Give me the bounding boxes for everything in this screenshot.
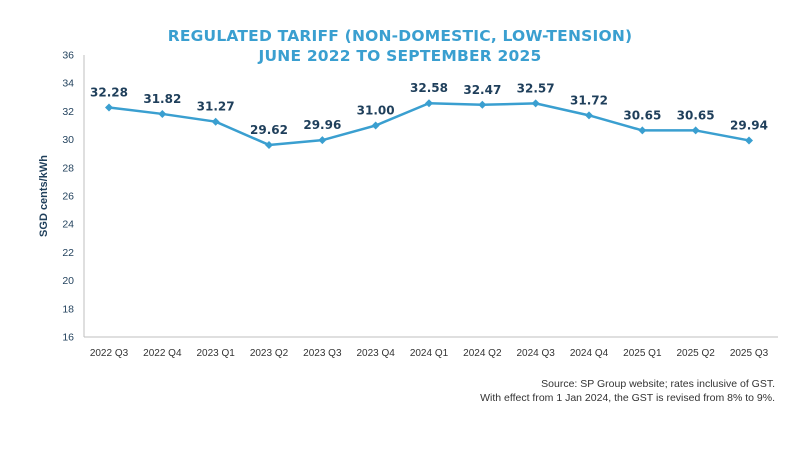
chart-title-line-2: JUNE 2022 TO SEPTEMBER 2025 [258, 47, 542, 65]
x-tick-label: 2024 Q3 [516, 348, 555, 359]
data-label: 32.47 [463, 83, 501, 97]
data-label: 29.62 [250, 123, 288, 137]
x-tick-labels: 2022 Q3 2022 Q4 2023 Q1 2023 Q2 2023 Q3 2023 … [90, 348, 769, 359]
x-tick-label: 2022 Q4 [143, 348, 182, 359]
axes [83, 55, 778, 338]
x-tick-label: 2025 Q2 [676, 348, 715, 359]
data-label: 32.57 [517, 81, 555, 95]
y-tick-label: 34 [62, 78, 74, 90]
data-point-marker [691, 126, 700, 135]
y-tick-label: 36 [62, 50, 74, 62]
x-tick-label: 2023 Q1 [196, 348, 235, 359]
data-point-marker [745, 136, 753, 145]
y-tick-label: 16 [62, 332, 74, 344]
y-tick-label: 26 [62, 191, 74, 203]
data-point-marker [585, 111, 593, 120]
y-tick-label: 24 [62, 219, 74, 231]
x-tick-label: 2024 Q2 [463, 348, 502, 359]
data-label: 30.65 [677, 108, 715, 122]
data-point-marker [531, 99, 540, 108]
source-note: Source: SP Group website; rates inclusiv… [541, 378, 775, 390]
x-tick-label: 2022 Q3 [90, 348, 129, 359]
x-tick-label: 2024 Q4 [570, 348, 609, 359]
data-point-marker [105, 103, 113, 112]
x-tick-label: 2024 Q1 [410, 348, 449, 359]
gst-note: With effect from 1 Jan 2024, the GST is … [480, 392, 775, 404]
data-point-marker [158, 109, 167, 118]
data-label: 31.72 [570, 93, 608, 107]
data-label: 31.27 [197, 100, 235, 114]
data-label: 29.94 [730, 118, 768, 132]
data-markers [105, 99, 753, 149]
data-point-marker [425, 99, 433, 108]
data-label: 32.58 [410, 81, 448, 95]
data-label: 30.65 [623, 108, 661, 122]
data-point-marker [265, 140, 273, 149]
data-point-marker [371, 121, 380, 130]
data-labels: 32.28 31.82 31.27 29.62 29.96 31.00 32.58 32.47… [90, 81, 768, 137]
data-label: 32.28 [90, 85, 128, 99]
chart-title-line-1: REGULATED TARIFF (NON-DOMESTIC, LOW-TENS… [167, 27, 633, 45]
x-tick-label: 2023 Q3 [303, 348, 342, 359]
y-tick-label: 30 [62, 134, 74, 146]
y-tick-label: 28 [62, 162, 74, 174]
y-tick-label: 32 [62, 106, 74, 118]
data-point-marker [638, 126, 647, 135]
data-label: 29.96 [303, 118, 341, 132]
x-tick-label: 2025 Q1 [623, 348, 662, 359]
y-tick-label: 22 [62, 247, 74, 259]
x-tick-label: 2023 Q4 [356, 348, 395, 359]
y-tick-label: 18 [62, 303, 74, 315]
x-tick-label: 2025 Q3 [730, 348, 769, 359]
x-tick-label: 2023 Q2 [250, 348, 289, 359]
y-tick-label: 20 [62, 275, 74, 287]
data-point-marker [318, 136, 327, 145]
y-tick-labels: 16 18 20 22 24 26 28 30 32 34 36 [62, 50, 74, 344]
data-point-marker [478, 100, 487, 109]
y-axis-label: SGD cents/kWh [38, 155, 50, 237]
data-label: 31.82 [143, 92, 181, 106]
data-label: 31.00 [357, 104, 395, 118]
data-point-marker [211, 117, 220, 126]
